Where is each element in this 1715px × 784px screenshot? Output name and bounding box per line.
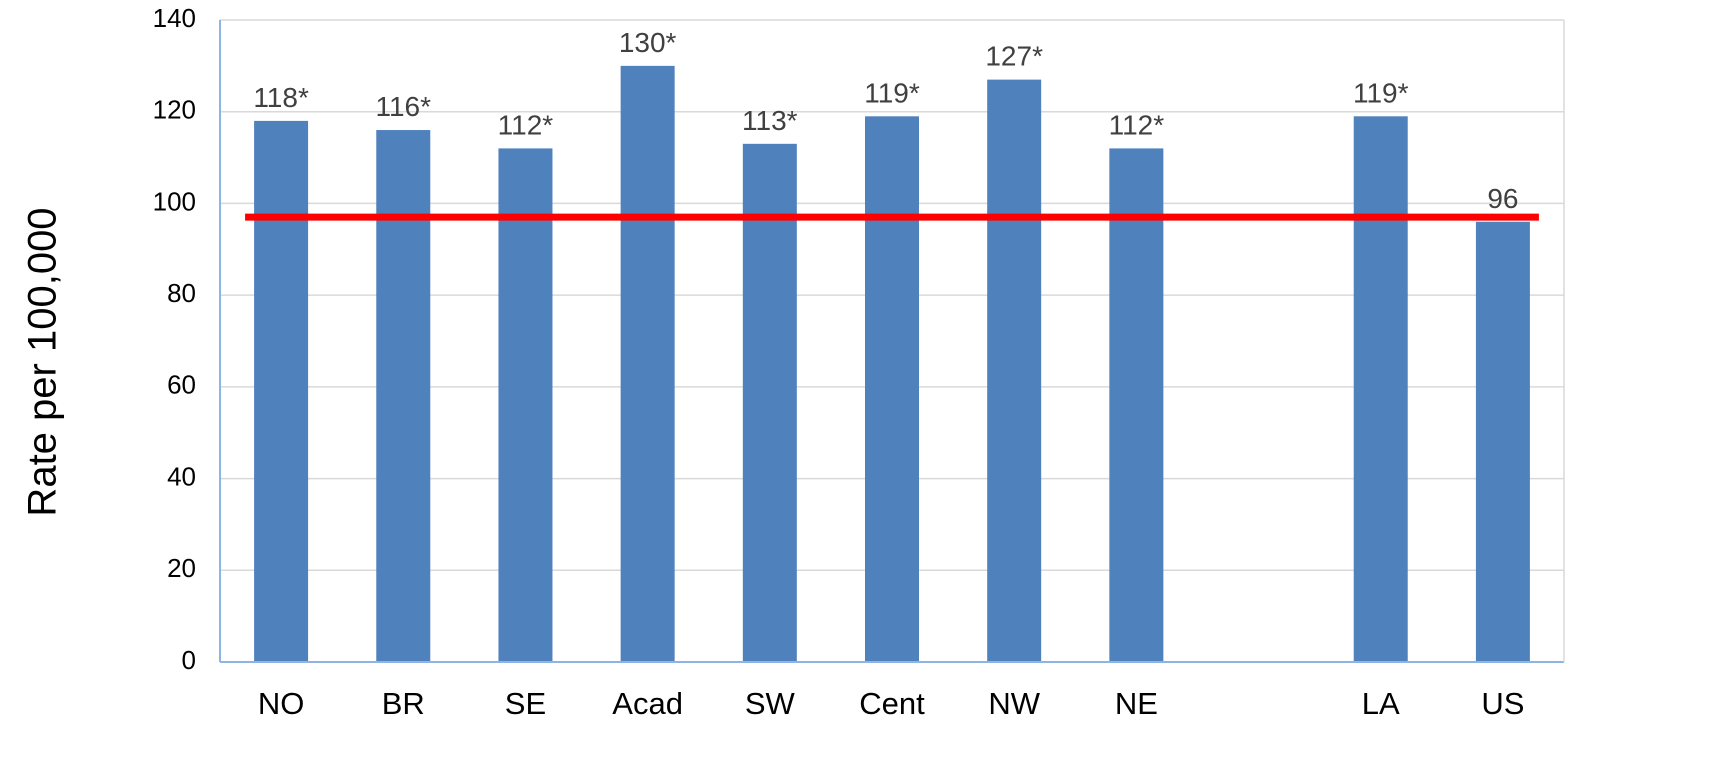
x-tick-label: SW [745, 686, 796, 721]
data-label: 96 [1487, 183, 1518, 214]
bar-acad [620, 65, 675, 663]
x-tick-label: SE [505, 686, 546, 721]
y-tick-label: 100 [153, 186, 196, 216]
x-tick-label: Cent [859, 686, 925, 721]
y-tick-label: 120 [153, 95, 196, 125]
axes [219, 20, 1565, 663]
bar-br [376, 130, 431, 663]
y-tick-label: 40 [167, 461, 196, 491]
data-label: 112* [498, 109, 554, 140]
data-label: 113* [742, 105, 798, 136]
data-label: 118* [253, 82, 309, 113]
y-tick-label: 20 [167, 553, 196, 583]
data-labels: 118* 116* 112* 130* 113* 119* 127* 112* 119* 96 [253, 27, 1518, 214]
y-axis-title: Rate per 100,000 [21, 207, 65, 516]
x-tick-label: BR [382, 686, 425, 721]
bar-nw [987, 79, 1042, 663]
bar-sw [742, 143, 797, 663]
data-label: 127* [985, 41, 1043, 72]
y-tick-label: 140 [153, 3, 196, 33]
bar-no [254, 120, 309, 662]
bar-se [498, 148, 553, 662]
data-label: 130* [619, 27, 677, 58]
data-label: 119* [1353, 77, 1409, 108]
y-tick-label: 80 [167, 278, 196, 308]
bar-ne [1109, 148, 1164, 662]
bar-cent [865, 116, 919, 663]
x-tick-label: US [1481, 686, 1524, 721]
data-label: 116* [375, 91, 431, 122]
y-tick-label: 60 [167, 370, 196, 400]
bar-us [1475, 221, 1530, 662]
x-tick-label: LA [1362, 686, 1400, 721]
x-tick-label: NW [988, 686, 1040, 721]
y-tick-label: 0 [182, 645, 196, 675]
bar-la [1353, 116, 1408, 663]
x-tick-labels: NO BR SE Acad SW Cent NW NE LA US [258, 686, 1525, 721]
bars [254, 65, 1530, 663]
data-label: 112* [1109, 109, 1165, 140]
data-label: 119* [864, 77, 920, 108]
x-tick-label: NE [1115, 686, 1158, 721]
x-tick-label: Acad [612, 686, 683, 721]
y-tick-labels: 0 20 40 60 80 100 120 140 [153, 3, 196, 675]
x-tick-label: NO [258, 686, 305, 721]
